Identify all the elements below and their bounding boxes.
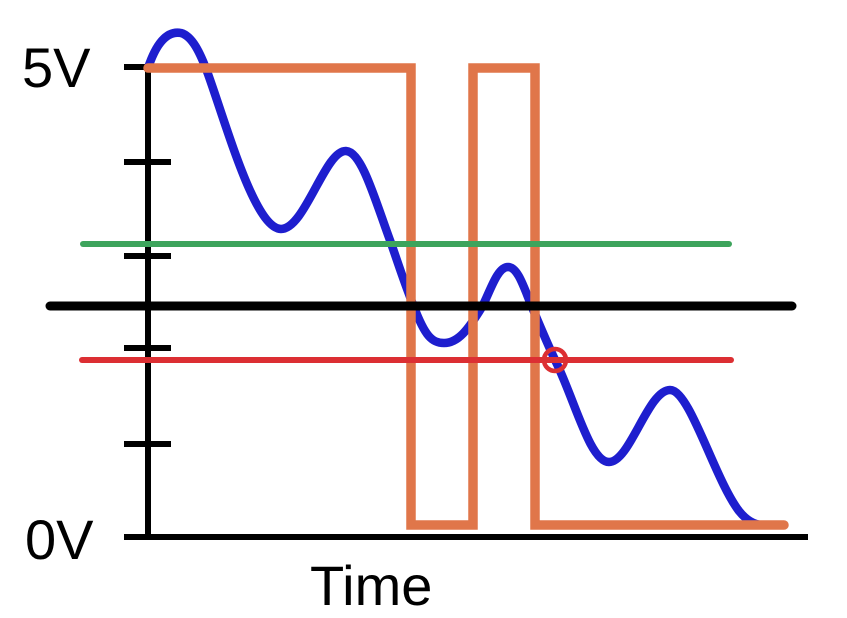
y-axis-label-5v: 5V: [22, 36, 91, 99]
comparator-output-trace: [143, 63, 789, 530]
switch-point-marker: [541, 346, 569, 374]
analog-input-curve: [143, 28, 768, 530]
x-axis-label-time: Time: [310, 554, 433, 617]
y-axis-label-0v: 0V: [25, 508, 94, 571]
